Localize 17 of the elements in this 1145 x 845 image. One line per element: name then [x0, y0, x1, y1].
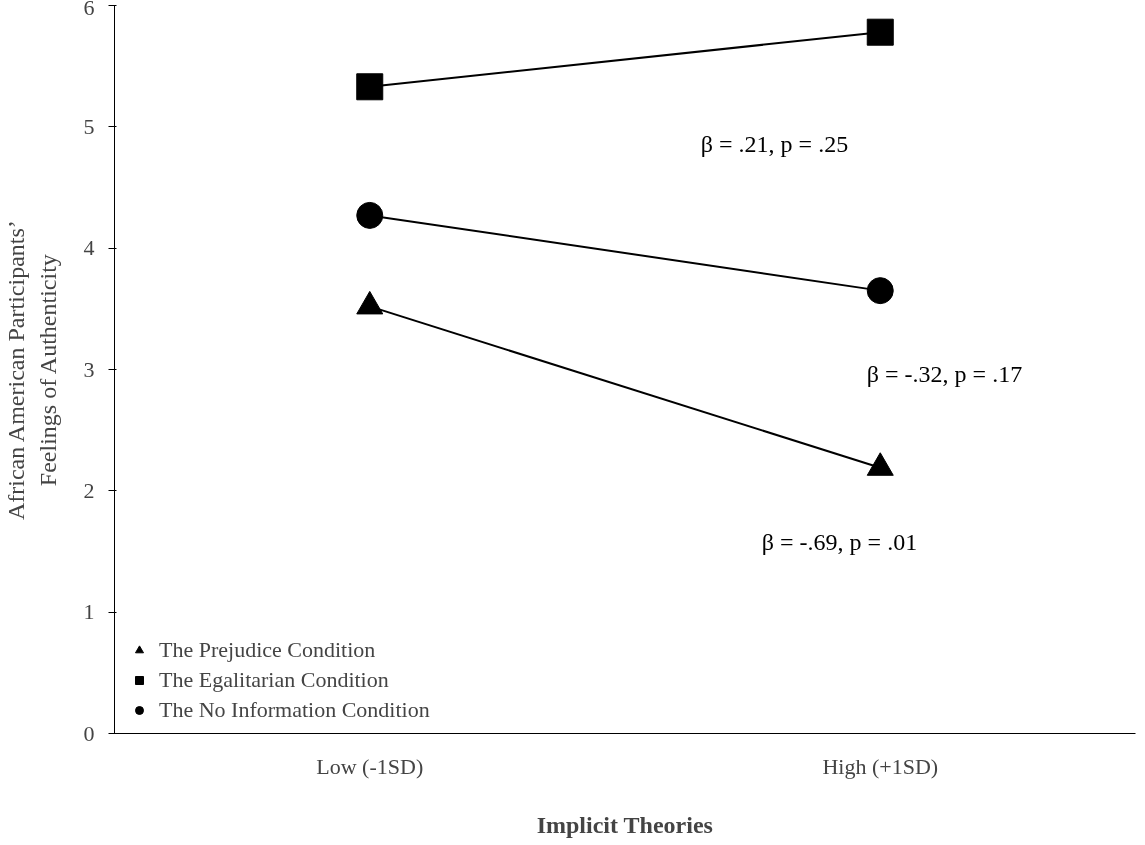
y-tick-label: 1 [83, 599, 95, 625]
y-tick-label: 4 [83, 235, 95, 261]
annotation: β = -.32, p = .17 [866, 360, 1023, 387]
x-tick-label: High (+1SD) [822, 753, 939, 779]
y-tick-label: 2 [83, 477, 95, 503]
y-tick-label: 6 [83, 0, 95, 20]
y-tick-label: 3 [83, 356, 95, 382]
y-tick-label: 5 [83, 113, 95, 139]
legend-label: The Egalitarian Condition [159, 667, 389, 693]
x-axis-title: Implicit Theories [536, 811, 713, 838]
annotation: β = .21, p = .25 [700, 130, 849, 157]
y-tick-label: 0 [83, 720, 95, 746]
x-tick-label: Low (-1SD) [316, 753, 424, 779]
annotation: β = -.69, p = .01 [761, 528, 918, 555]
y-axis-title: African American Participants’ Feelings of Authenticity [3, 220, 61, 521]
legend-label: The No Information Condition [159, 697, 430, 723]
legend-label: The Prejudice Condition [159, 637, 376, 663]
